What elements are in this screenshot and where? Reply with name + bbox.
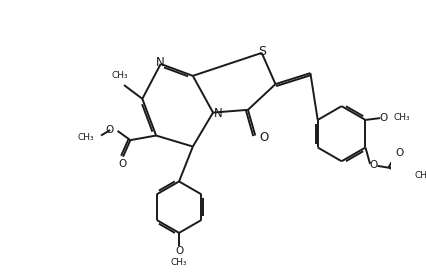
Text: N: N	[155, 57, 164, 70]
Text: CH₃: CH₃	[77, 133, 94, 142]
Text: N: N	[214, 107, 223, 120]
Text: CH₃: CH₃	[171, 258, 187, 267]
Text: O: O	[380, 113, 388, 123]
Text: O: O	[106, 125, 114, 135]
Text: CH₃: CH₃	[393, 113, 410, 122]
Text: CH₃: CH₃	[111, 72, 128, 81]
Text: CH₃: CH₃	[414, 171, 426, 180]
Text: O: O	[175, 246, 183, 256]
Text: O: O	[118, 159, 126, 169]
Text: S: S	[258, 44, 266, 58]
Text: O: O	[395, 148, 403, 158]
Text: O: O	[370, 160, 378, 170]
Text: O: O	[259, 131, 268, 144]
